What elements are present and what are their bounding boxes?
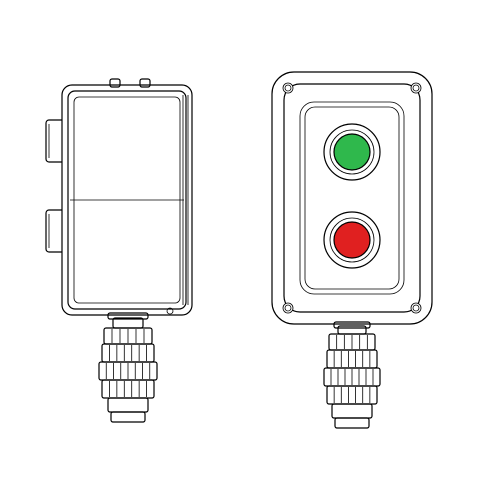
- button-green: [324, 124, 380, 180]
- technical-drawing: [0, 0, 500, 500]
- button-red: [324, 212, 380, 268]
